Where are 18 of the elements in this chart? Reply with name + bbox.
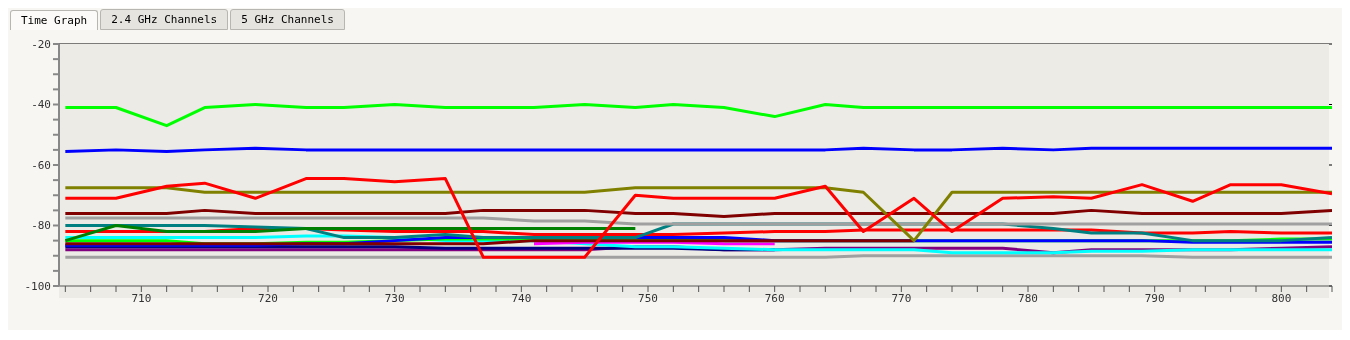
y-tick-label: -40 [31,98,51,112]
x-tick-label: 790 [1144,291,1165,305]
x-tick-label: 750 [638,291,658,305]
text: 2.4 GHz Channels [100,9,229,30]
x-tick-label: 720 [258,291,278,305]
x-tick-label: 780 [1018,291,1038,305]
x-tick-label: 770 [891,291,912,305]
text: Time Graph [10,10,99,30]
x-tick-label: 800 [1271,291,1292,305]
text: 5 GHz Channels [230,9,345,30]
y-tick-label: -100 [24,279,51,293]
y-tick-label: -80 [31,219,51,233]
x-tick-label: 710 [131,291,152,305]
x-tick-label: 760 [764,291,785,305]
x-tick-label: 730 [384,291,405,305]
y-tick-label: -60 [31,158,51,172]
y-tick-label: -20 [31,37,51,51]
x-tick-label: 740 [511,291,532,305]
